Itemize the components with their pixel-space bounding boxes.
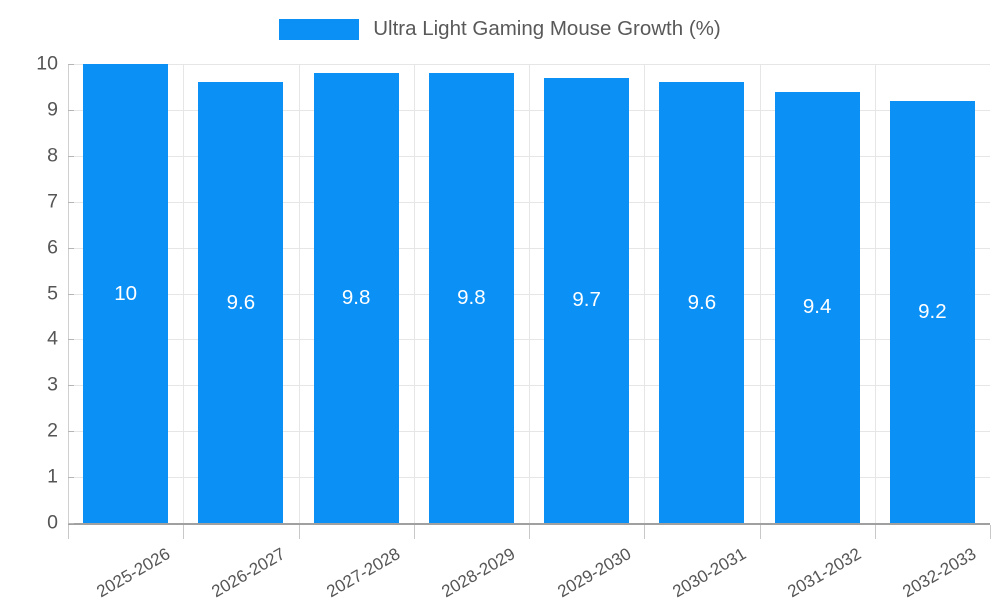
x-axis-tick-label: 2029-2030 xyxy=(554,544,635,601)
y-axis-tick-label: 6 xyxy=(47,235,58,258)
bar-value-label: 9.8 xyxy=(341,286,371,310)
x-axis-tick-mark xyxy=(644,525,646,539)
x-gridline xyxy=(874,64,876,523)
bar-value-label: 9.4 xyxy=(802,295,832,319)
chart-legend: Ultra Light Gaming Mouse Growth (%) xyxy=(0,12,1000,46)
legend-item-label: Ultra Light Gaming Mouse Growth (%) xyxy=(373,16,721,40)
y-axis-tick-mark xyxy=(68,293,74,295)
y-axis-tick-mark xyxy=(68,201,74,203)
bar[interactable]: 9.2 xyxy=(889,100,975,523)
x-axis-tick-mark xyxy=(413,525,415,539)
legend-color-swatch-icon xyxy=(279,18,360,40)
y-axis: 0 1 2 3 4 5 6 7 8 9 10 xyxy=(0,0,58,600)
x-axis-tick-label: 2030-2031 xyxy=(669,544,750,601)
x-axis-line xyxy=(68,523,990,525)
x-axis-tick-mark xyxy=(990,525,991,539)
y-axis-tick-mark xyxy=(68,477,74,479)
bar[interactable]: 10 xyxy=(83,64,169,523)
y-axis-tick-mark xyxy=(68,385,74,387)
x-axis-tick-mark xyxy=(68,525,69,539)
x-axis-tick-label: 2028-2029 xyxy=(438,544,519,601)
y-axis-tick-mark xyxy=(68,431,74,433)
x-gridline xyxy=(644,64,646,523)
x-axis-tick-label: 2025-2026 xyxy=(93,544,174,601)
y-axis-tick-label: 3 xyxy=(47,373,58,396)
x-gridline xyxy=(759,64,761,523)
y-axis-tick-mark xyxy=(68,155,74,157)
x-axis-tick-mark xyxy=(874,525,876,539)
y-axis-tick-label: 0 xyxy=(47,511,58,534)
bar-value-label: 9.7 xyxy=(572,288,601,312)
bar-value-label: 9.2 xyxy=(918,299,947,323)
legend-item-ultra-light-gaming-mouse-growth[interactable]: Ultra Light Gaming Mouse Growth (%) xyxy=(279,16,721,40)
bar[interactable]: 9.6 xyxy=(659,82,745,523)
x-gridline xyxy=(183,64,185,523)
x-axis-tick-mark xyxy=(529,525,530,539)
x-gridline xyxy=(413,64,415,523)
y-axis-tick-label: 4 xyxy=(47,327,58,350)
x-axis-tick-mark xyxy=(298,525,300,539)
bar[interactable]: 9.4 xyxy=(774,91,860,523)
x-gridline xyxy=(529,64,530,523)
y-axis-tick-mark xyxy=(68,109,74,111)
bar[interactable]: 9.6 xyxy=(198,82,284,523)
y-axis-tick-label: 2 xyxy=(47,419,58,442)
y-axis-tick-label: 9 xyxy=(47,98,58,121)
y-axis-tick-label: 1 xyxy=(47,465,58,488)
x-axis-tick-label: 2031-2032 xyxy=(784,544,865,601)
x-axis-tick-mark xyxy=(183,525,185,539)
x-axis-tick-mark xyxy=(759,525,761,539)
bar-value-label: 9.6 xyxy=(687,290,717,314)
bar[interactable]: 9.8 xyxy=(428,73,514,523)
y-axis-tick-mark xyxy=(68,523,74,524)
y-axis-tick-label: 7 xyxy=(47,189,58,212)
y-axis-tick-label: 8 xyxy=(47,144,58,167)
y-axis-tick-mark xyxy=(68,64,74,65)
plot-area: 10 9.6 9.8 9.8 9.7 9.6 9.4 9.2 xyxy=(68,64,990,524)
bar-value-label: 10 xyxy=(114,281,138,305)
bar[interactable]: 9.8 xyxy=(313,73,399,523)
x-axis-tick-label: 2032-2033 xyxy=(899,544,980,601)
y-axis-tick-label: 5 xyxy=(47,281,58,304)
bar-value-label: 9.6 xyxy=(226,290,256,314)
x-gridline xyxy=(298,64,300,523)
bar-value-label: 9.8 xyxy=(457,286,486,310)
x-axis-tick-label: 2027-2028 xyxy=(323,544,404,601)
bar[interactable]: 9.7 xyxy=(544,77,630,523)
x-axis-tick-label: 2026-2027 xyxy=(208,544,289,601)
y-axis-tick-label: 10 xyxy=(36,52,58,75)
y-axis-tick-mark xyxy=(68,247,74,249)
y-axis-tick-mark xyxy=(68,339,74,341)
